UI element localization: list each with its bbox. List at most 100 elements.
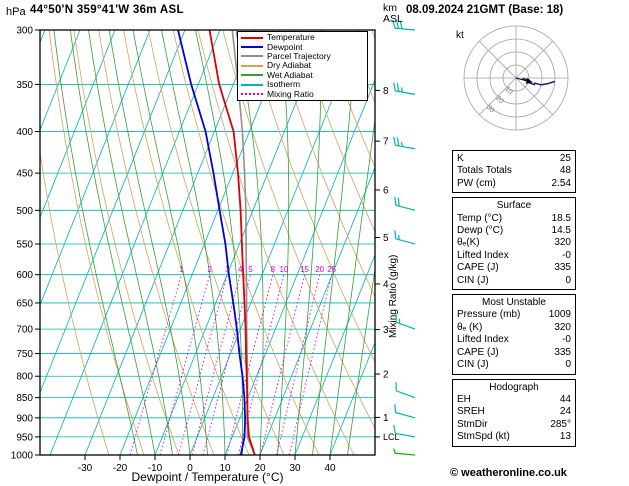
stats-box-title: Surface	[496, 200, 532, 212]
km-tick-label: 4	[383, 279, 389, 290]
stats-box: Hodograph EH 44 SREH 24 StmDir 285° StmSpd (kt)…	[452, 378, 576, 447]
stat-row: Dewp (°C) 14.5	[457, 225, 571, 237]
temperature-tick-label: -30	[78, 463, 93, 474]
temperature-line	[208, 30, 256, 455]
temperature-tick-label: 40	[324, 463, 336, 474]
legend-line-sample	[241, 93, 263, 96]
legend-item: Isotherm	[241, 80, 367, 89]
wind-barb	[393, 448, 416, 456]
stat-value: 25	[559, 153, 571, 164]
isotherm-line	[294, 253, 375, 455]
temperature-tick-label: 10	[219, 463, 231, 474]
isotherm-line	[84, 30, 256, 455]
legend-item: Wet Adiabat	[241, 70, 367, 80]
dry-adiabat-line	[197, 30, 355, 455]
legend-line-sample	[241, 55, 263, 58]
isotherm-line	[40, 30, 81, 132]
legend-item: Dewpoint	[241, 42, 367, 51]
stat-row: StmSpd (kt) 13	[457, 431, 571, 443]
wet-adiabat-line	[108, 30, 191, 455]
pressure-tick-label: 500	[16, 206, 33, 217]
hodograph-ring-label: 20	[494, 95, 505, 106]
stats-box: K 25 Totals Totals 48 PW (cm) 2.54	[452, 150, 576, 194]
stat-label: CAPE (J)	[457, 346, 499, 358]
pressure-tick-label: 1000	[11, 451, 34, 462]
isotherm-line	[224, 78, 375, 455]
wind-barb	[394, 404, 416, 419]
mixing-ratio-line	[159, 274, 211, 455]
dry-adiabat-line	[172, 30, 320, 455]
stat-label: Lifted Index	[457, 249, 509, 261]
km-tick-label: 7	[383, 137, 389, 148]
plot-frame	[39, 29, 376, 456]
legend-label: Dewpoint	[267, 41, 303, 52]
stat-row: Lifted Index -0	[457, 250, 571, 262]
wet-adiabat-line	[347, 266, 375, 455]
altitude-axis-unit-asl: ASL	[383, 13, 403, 25]
stat-label: StmSpd (kt)	[457, 431, 510, 443]
mixing-ratio-line	[191, 274, 241, 455]
stat-value: 48	[559, 165, 571, 177]
hodograph-ring-label: 10	[503, 86, 514, 97]
pressure-tick-label: 550	[16, 239, 33, 250]
stats-panel: K 25 Totals Totals 48 PW (cm) 2.54 Surface Temp…	[452, 150, 576, 451]
legend-line-sample	[241, 83, 263, 86]
stat-row: K 25	[457, 153, 571, 165]
mixing-ratio-value-label: 15	[300, 265, 309, 274]
lcl-label: LCL	[383, 432, 400, 442]
wind-barb	[393, 136, 416, 150]
hodograph-spoke	[515, 77, 554, 116]
pressure-tick-label: 750	[16, 349, 33, 360]
stat-value: 18.5	[551, 212, 571, 224]
legend: Temperature Dewpoint Parcel Trajectory Dry …	[237, 31, 368, 101]
stat-row: SREH 24	[457, 406, 571, 418]
wet-adiabat-line	[161, 30, 226, 455]
dry-adiabat-line	[272, 30, 375, 298]
temperature-axis-label: Dewpoint / Temperature (°C)	[131, 470, 284, 484]
km-tick-label: 5	[383, 233, 389, 244]
mixing-ratio-line	[178, 274, 228, 455]
dry-adiabat-line	[73, 30, 180, 455]
stat-row: PW (cm) 2.54	[457, 178, 571, 190]
stat-value: 14.5	[551, 225, 571, 237]
dry-adiabat-line	[40, 150, 110, 455]
pressure-tick-label: 800	[16, 372, 33, 383]
legend-item: Temperature	[241, 33, 367, 42]
temperature-tick-label: 20	[254, 463, 266, 474]
legend-label: Isotherm	[267, 79, 301, 90]
mixing-ratio-value-label: 5	[248, 265, 253, 274]
legend-line-sample	[241, 64, 263, 67]
wet-adiabat-line	[88, 30, 173, 455]
stat-row: CIN (J) 0	[457, 275, 571, 287]
altitude-axis-unit-km: km	[383, 2, 397, 14]
pressure-tick-label: 450	[16, 169, 33, 180]
pressure-tick-label: 900	[16, 413, 33, 424]
stat-label: θₑ(K)	[457, 237, 480, 249]
altitude-axis-unit: km ASL	[383, 3, 403, 25]
dry-adiabat-line	[98, 30, 215, 455]
legend-line-sample	[241, 46, 263, 49]
stats-box-title: Most Unstable	[482, 297, 546, 309]
wet-adiabat-line	[235, 30, 264, 455]
temperature-tick-label: -20	[113, 463, 128, 474]
stat-label: EH	[457, 393, 471, 405]
hodograph-unit-label: kt	[456, 30, 464, 41]
km-tick-label: 1	[383, 413, 389, 424]
wet-adiabat-line	[329, 116, 375, 455]
stat-row: θₑ (K) 320	[457, 322, 571, 334]
wet-adiabat-line	[195, 30, 244, 455]
stat-label: Pressure (mb)	[457, 309, 521, 321]
stat-label: Dewp (°C)	[457, 225, 504, 237]
legend-label: Parcel Trajectory	[267, 50, 331, 61]
isotherm-line	[40, 30, 186, 394]
stat-value: 320	[554, 237, 571, 249]
mixing-ratio-line	[129, 274, 182, 455]
dry-adiabat-line	[296, 30, 375, 233]
hodograph-spoke	[478, 40, 517, 79]
temperature-tick-label: 30	[289, 463, 301, 474]
isotherm-line	[40, 30, 116, 219]
mixing-ratio-line	[276, 274, 321, 455]
